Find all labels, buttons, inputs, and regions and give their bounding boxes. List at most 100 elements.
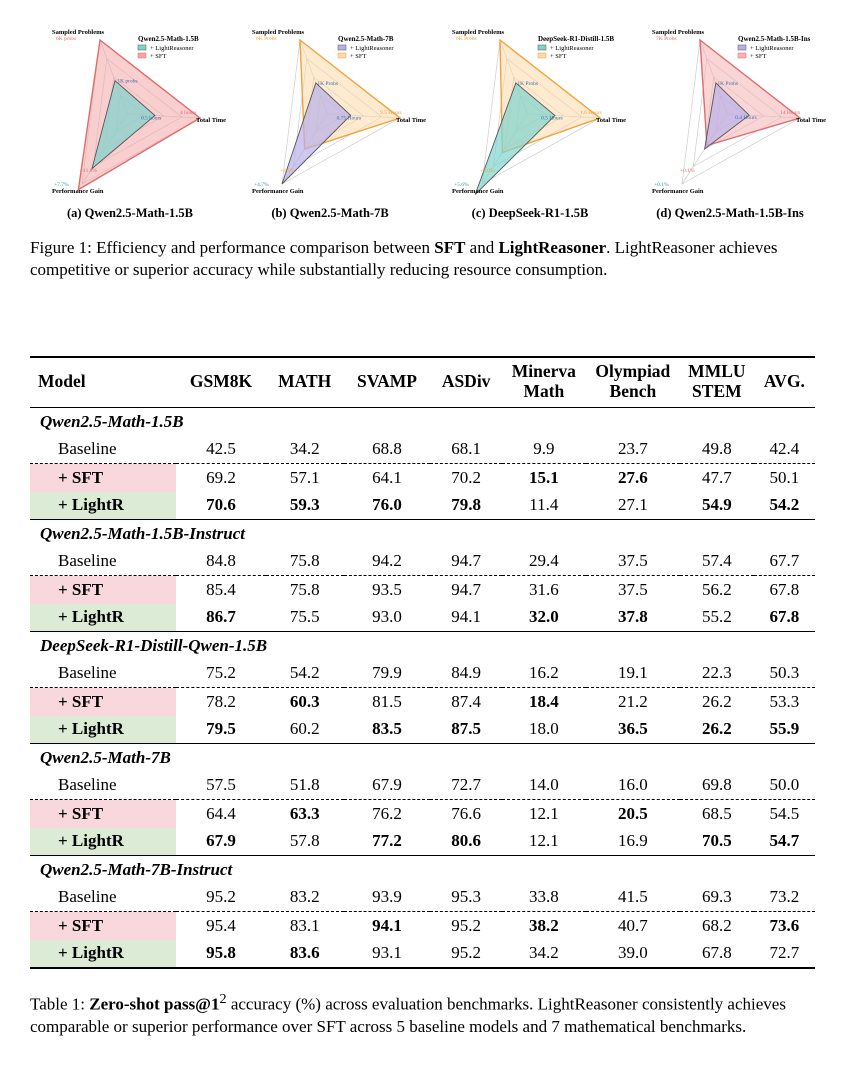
model-group-name: Qwen2.5-Math-1.5B — [40, 411, 184, 431]
table-cell: 95.8 — [206, 943, 236, 963]
row-label-sft: + SFT — [30, 911, 176, 940]
table-row-light: + LightR 70.6 59.3 76.0 79.8 11.4 27.1 54.9 54.2 — [30, 491, 815, 520]
table-cell: 93.9 — [372, 887, 402, 907]
value-label: +7.7% — [54, 182, 69, 188]
value-label: +0.1% — [680, 168, 695, 174]
table-cell: 80.6 — [451, 831, 481, 851]
row-label-baseline: Baseline — [58, 887, 117, 907]
value-label: 4 hours — [180, 110, 196, 116]
table-row-baseline: Baseline 95.2 83.2 93.9 95.3 33.8 41.5 69.3 73.2 — [30, 884, 815, 912]
table-cell: 83.6 — [289, 943, 320, 963]
axis-label: Sampled Problems — [252, 29, 305, 36]
subfigure-caption: (b) Qwen2.5-Math-7B — [271, 206, 389, 220]
header-asdiv: ASDiv — [441, 371, 491, 391]
table-cell: 87.4 — [451, 691, 481, 711]
model-group-row: Qwen2.5-Math-7B — [30, 744, 815, 772]
table-cell: 73.2 — [769, 887, 800, 907]
table-cell: 22.3 — [701, 663, 732, 683]
row-label-light: + LightR — [30, 491, 176, 520]
table-cell: 20.5 — [617, 803, 648, 823]
table-cell: 67.9 — [372, 775, 402, 795]
table-cell: 94.7 — [451, 579, 481, 599]
table-cell: 31.6 — [528, 579, 559, 599]
table-cell: 93.0 — [372, 607, 402, 627]
row-label-light: + LightR — [30, 939, 176, 968]
value-label: 7K Probs — [656, 36, 677, 42]
header-olympiad-bench: Olympiad Bench — [595, 361, 671, 401]
results-table: Model GSM8K MATH SVAMP ASDiv Minerva Mat… — [30, 356, 815, 969]
table-cell: 75.2 — [206, 663, 236, 683]
row-label-sft: + SFT — [30, 575, 176, 604]
table-cell: 54.9 — [701, 495, 732, 515]
lightreasoner-area — [281, 82, 352, 185]
figure-caption-lightreasoner: LightReasoner — [498, 238, 607, 257]
table-cell: 70.6 — [206, 495, 236, 515]
legend-light-label: + LightReasoner — [750, 45, 794, 52]
table-cell: 27.1 — [617, 495, 648, 515]
header-model: Model — [38, 371, 86, 391]
value-label: 0.4 Hours — [735, 115, 757, 121]
table-cell: 79.5 — [206, 719, 236, 739]
table-cell: 69.8 — [701, 775, 732, 795]
radar-chart: Sampled Problems Total Time Performance Ga… — [252, 29, 426, 195]
table-cell: 53.3 — [769, 691, 800, 711]
legend-light-label: + LightReasoner — [550, 45, 594, 52]
row-label-light: + LightR — [30, 827, 176, 856]
subfigure-caption: (c) DeepSeek-R1-1.5B — [471, 206, 589, 220]
table-cell: 54.2 — [769, 495, 800, 515]
table-cell: 95.3 — [451, 887, 481, 907]
axis-label: Performance Gain — [652, 188, 704, 195]
radar-chart: Sampled Problems Total Time Performance Ga… — [652, 29, 826, 195]
table-cell: 40.7 — [617, 915, 648, 935]
table-cell: 95.2 — [451, 943, 481, 963]
table-cell: 57.5 — [206, 775, 236, 795]
legend-title: Qwen2.5-Math-1.5B-Ins — [738, 35, 811, 43]
table-cell: 15.1 — [528, 467, 559, 487]
axis-label: Sampled Problems — [652, 29, 705, 36]
table-cell: 77.2 — [372, 831, 402, 851]
table-cell: 94.1 — [372, 915, 402, 935]
value-label: +4.5% — [280, 168, 295, 174]
table-cell: 18.0 — [528, 719, 559, 739]
figure-caption-rest: . LightReasoner achieves competitive or … — [30, 238, 778, 279]
value-label: 1K Probs — [317, 81, 338, 87]
table-cell: 16.0 — [617, 775, 648, 795]
value-label: 1K probs — [117, 79, 137, 85]
table-row-light: + LightR 95.8 83.6 93.1 95.2 34.2 39.0 67.8 72.7 — [30, 939, 815, 968]
radar-panel-d: Sampled Problems Total Time Performance Ga… — [630, 20, 830, 230]
legend-sft-label: + SFT — [750, 53, 767, 60]
table-row-sft: + SFT 64.4 63.3 76.2 76.6 12.1 20.5 68.5 54.5 — [30, 799, 815, 828]
table-caption: Table 1: Zero-shot pass@12 accuracy (%) … — [30, 988, 820, 1038]
header-mmlu-stem: MMLU STEM — [688, 361, 746, 401]
table-cell: 67.8 — [769, 579, 800, 599]
legend-light-label: + LightReasoner — [150, 45, 194, 52]
radar-chart: Sampled Problems Total Time Performance Ga… — [452, 29, 626, 195]
table-cell: 26.2 — [701, 719, 732, 739]
axis-label: Sampled Problems — [52, 29, 105, 36]
table-cell: 50.0 — [769, 775, 800, 795]
legend-title: DeepSeek-R1-Distill-1.5B — [538, 35, 614, 43]
table-cell: 60.3 — [289, 691, 320, 711]
table-cell: 75.8 — [289, 579, 320, 599]
table-cell: 93.5 — [372, 579, 402, 599]
value-label: 14 Hours — [780, 110, 800, 116]
table-cell: 63.3 — [289, 803, 320, 823]
row-label-sft: + SFT — [30, 799, 176, 828]
table-cell: 57.1 — [289, 467, 320, 487]
table-cell: 79.8 — [451, 495, 481, 515]
table-row-light: + LightR 79.5 60.2 83.5 87.5 18.0 36.5 26.2 55.9 — [30, 715, 815, 744]
row-label-light: + LightR — [30, 603, 176, 632]
row-label-baseline: Baseline — [58, 775, 117, 795]
table-cell: 55.9 — [769, 719, 800, 739]
table-cell: 54.5 — [769, 803, 800, 823]
table-cell: 14.0 — [528, 775, 559, 795]
legend-sft-label: + SFT — [550, 53, 567, 60]
table-cell: 67.7 — [769, 551, 800, 571]
table-row-baseline: Baseline 42.5 34.2 68.8 68.1 9.9 23.7 49.8 42.4 — [30, 436, 815, 464]
value-label: 1K Probs — [517, 81, 538, 87]
legend-title: Qwen2.5-Math-7B — [338, 35, 394, 43]
table-header-row: Model GSM8K MATH SVAMP ASDiv Minerva Mat… — [30, 357, 815, 408]
lightreasoner-area — [91, 79, 156, 170]
table-row-baseline: Baseline 57.5 51.8 67.9 72.7 14.0 16.0 69.8 50.0 — [30, 772, 815, 800]
table-cell: 83.5 — [372, 719, 402, 739]
